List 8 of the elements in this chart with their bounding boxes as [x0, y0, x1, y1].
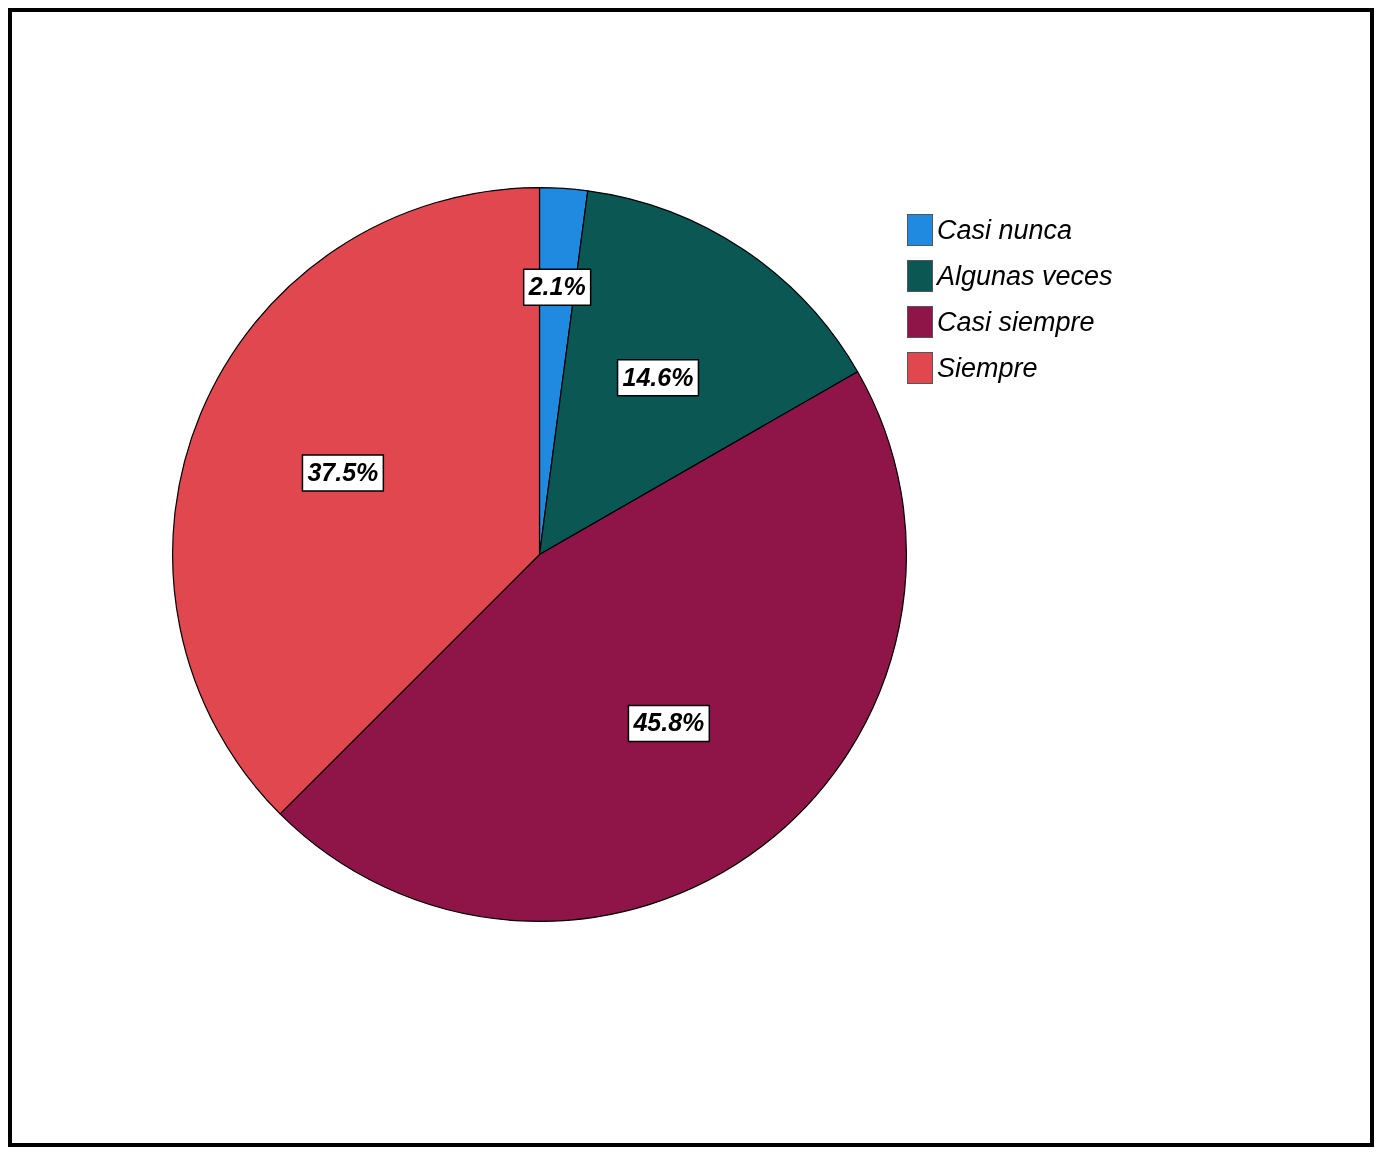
legend-label: Siempre — [937, 352, 1038, 385]
data-label: 14.6% — [622, 362, 694, 391]
data-label: 45.8% — [632, 708, 705, 737]
legend-label: Algunas veces — [937, 260, 1113, 293]
legend-label: Casi siempre — [937, 306, 1095, 339]
data-label: 2.1% — [527, 272, 586, 301]
data-label: 37.5% — [307, 457, 379, 486]
legend-label: Casi nunca — [937, 214, 1073, 247]
